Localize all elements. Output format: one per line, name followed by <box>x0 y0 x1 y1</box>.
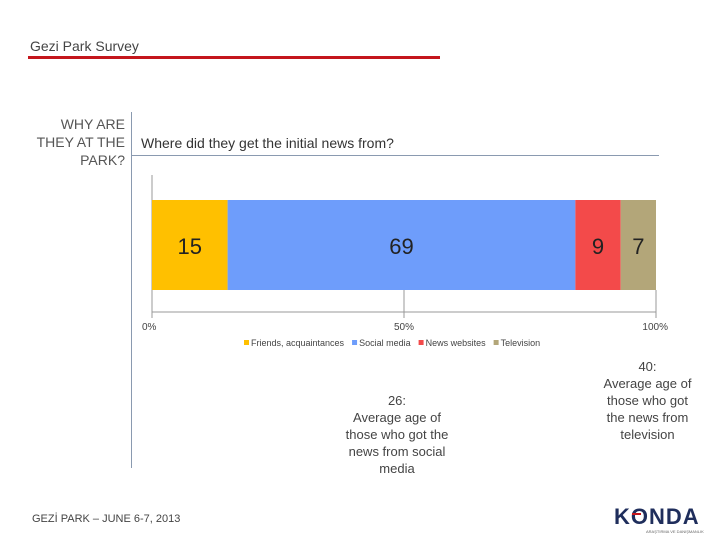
note-line: Average age of <box>603 376 692 391</box>
bar-segment-television <box>620 200 656 290</box>
data-label-news-websites: 9 <box>592 234 604 259</box>
note-line: television <box>620 427 675 442</box>
konda-logo: KONDA ARAŞTIRMA VE DANIŞMANLIK <box>614 504 704 534</box>
note-line: Average age of <box>353 410 441 425</box>
side-question-line: THEY AT THE <box>36 134 125 150</box>
side-question: WHY ARE THEY AT THE PARK? <box>10 115 125 169</box>
divider-vertical <box>131 112 132 468</box>
legend-swatch-television <box>493 340 499 345</box>
data-label-friends-acquaintances: 15 <box>178 234 202 259</box>
header-rule <box>28 56 440 59</box>
legend-swatch-news-websites <box>418 340 424 345</box>
data-label-social-media: 69 <box>389 234 413 259</box>
legend-label-television: Television <box>501 338 541 348</box>
note-line: 40: <box>638 359 657 374</box>
header-title: Gezi Park Survey <box>30 38 139 54</box>
legend-swatch-friends-acquaintances <box>244 340 249 345</box>
note-line: those who got <box>607 393 688 408</box>
note-line: those who got the <box>345 427 449 442</box>
bar-segment-news-websites <box>575 200 621 290</box>
note-television-age: 40: Average age of those who got the new… <box>590 358 705 443</box>
note-line: 26: <box>387 393 407 408</box>
logo-text: KONDA <box>614 504 700 529</box>
bar-segment-social-media <box>227 200 576 290</box>
side-question-line: PARK? <box>80 152 125 168</box>
note-social-media-age: 26: Average age of those who got the new… <box>322 392 472 477</box>
bar-segment-friends-acquaintances <box>152 200 228 290</box>
note-line: news from social <box>348 444 446 459</box>
legend-label-news-websites: News websites <box>426 338 487 348</box>
side-question-line: WHY ARE <box>60 116 125 132</box>
footer-text: GEZİ PARK – JUNE 6-7, 2013 <box>32 513 181 525</box>
legend-swatch-social-media <box>352 340 358 345</box>
x-tick-label: 0% <box>142 322 157 333</box>
legend-label-social-media: Social media <box>359 338 411 348</box>
x-tick-label: 100% <box>642 322 668 333</box>
logo-subtext: ARAŞTIRMA VE DANIŞMANLIK <box>646 529 704 534</box>
chart-title: Where did they get the initial news from… <box>141 135 394 151</box>
data-label-television: 7 <box>632 234 644 259</box>
note-line: the news from <box>606 410 689 425</box>
note-line: media <box>379 461 415 476</box>
x-tick-label: 50% <box>394 322 414 333</box>
divider-horizontal <box>131 155 659 156</box>
legend-label-friends-acquaintances: Friends, acquaintances <box>251 338 345 348</box>
